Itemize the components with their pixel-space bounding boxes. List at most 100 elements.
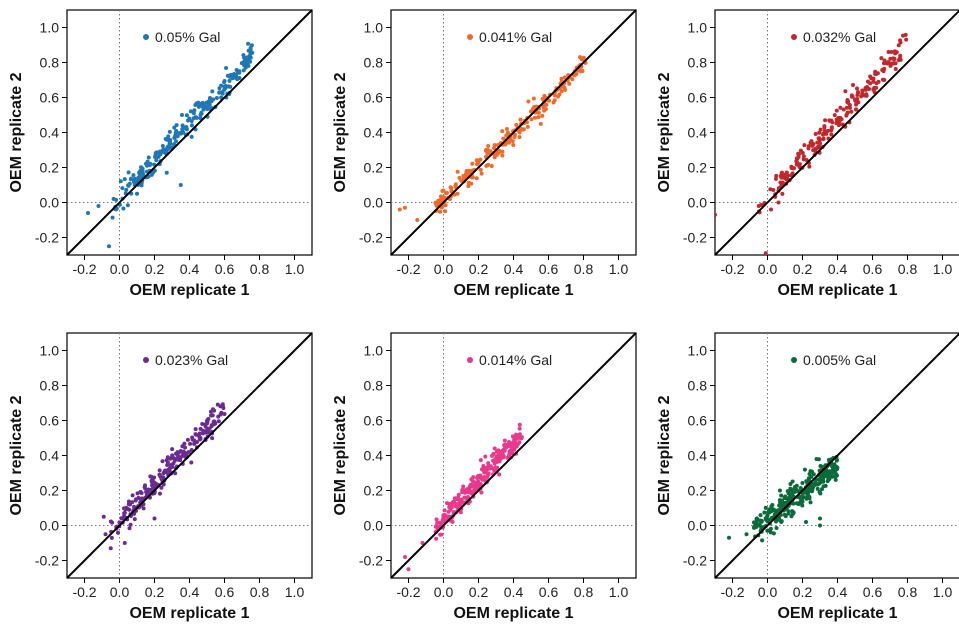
panel-2: -0.2 0.0 0.2 0.4 0.6 0.8 1.0 -0.2 0.0 0.2 0.4 0.6 0.… — [332, 9, 637, 299]
legend: 0.041% Gal — [467, 29, 552, 45]
y-tick-label: 0.2 — [364, 160, 384, 176]
scatter-point — [198, 116, 203, 121]
scatter-point — [818, 491, 823, 496]
scatter-point — [207, 95, 212, 100]
scatter-point — [448, 185, 453, 190]
scatter-point — [498, 456, 503, 461]
scatter-point — [834, 467, 839, 472]
x-tick-label: 1.0 — [933, 261, 953, 277]
legend: 0.014% Gal — [467, 352, 552, 368]
scatter-point — [774, 173, 779, 178]
scatter-point — [406, 567, 411, 572]
scatter-point — [135, 191, 139, 196]
scatter-point — [567, 81, 572, 86]
scatter-point — [510, 451, 515, 456]
scatter-point — [540, 96, 545, 101]
scatter-point — [178, 183, 183, 187]
scatter-point — [789, 164, 794, 169]
x-tick-label: -0.2 — [396, 584, 420, 600]
scatter-point — [898, 40, 903, 45]
legend-label: 0.05% Gal — [155, 29, 220, 45]
scatter-point — [882, 58, 887, 63]
scatter-point — [536, 115, 541, 120]
panel-6: -0.2 0.0 0.2 0.4 0.6 0.8 1.0 -0.2 0.0 0.2 0.4 0.6 0.… — [656, 332, 959, 622]
scatter-point — [176, 457, 181, 462]
scatter-point — [504, 126, 509, 131]
scatter-point — [800, 150, 805, 155]
scatter-points — [727, 454, 840, 543]
scatter-point — [796, 154, 801, 159]
scatter-point — [871, 79, 876, 84]
scatter-point — [778, 180, 783, 185]
scatter-point — [543, 107, 548, 112]
x-tick-label: -0.2 — [72, 261, 96, 277]
scatter-point — [434, 536, 439, 541]
scatter-point — [855, 86, 860, 91]
scatter-point — [868, 81, 873, 86]
scatter-point — [481, 467, 486, 472]
legend-marker — [467, 34, 473, 40]
scatter-point — [442, 508, 447, 513]
panel-1: -0.2 0.0 0.2 0.4 0.6 0.8 1.0 -0.2 0.0 0.2 0.4 0.6 0.… — [8, 9, 313, 299]
scatter-point — [818, 516, 822, 521]
scatter-point — [760, 538, 765, 543]
scatter-point — [107, 244, 111, 249]
scatter-point — [484, 163, 489, 168]
scatter-point — [809, 474, 814, 479]
scatter-point — [863, 93, 868, 98]
scatter-point — [489, 164, 494, 169]
y-tick-label: 0.6 — [364, 90, 384, 106]
scatter-point — [150, 170, 155, 175]
scatter-point — [206, 99, 211, 104]
x-tick-label: -0.2 — [396, 261, 420, 277]
scatter-point — [178, 131, 183, 136]
scatter-point — [810, 143, 815, 148]
scatter-point — [827, 469, 832, 474]
y-tick-label: 0.0 — [40, 195, 60, 211]
scatter-point — [492, 461, 497, 466]
scatter-point — [762, 510, 767, 515]
scatter-point — [800, 503, 805, 508]
identity-line — [390, 332, 637, 579]
scatter-point — [823, 483, 828, 488]
scatter-point — [246, 48, 251, 53]
scatter-point — [130, 493, 135, 498]
scatter-point — [822, 124, 827, 129]
y-tick-label: 1.0 — [364, 343, 384, 359]
scatter-point — [215, 402, 220, 407]
scatter-point — [161, 147, 166, 152]
scatter-point — [456, 492, 461, 497]
scatter-point — [500, 149, 505, 154]
x-tick-label: 0.8 — [574, 584, 594, 600]
x-tick-label: 1.0 — [285, 584, 305, 600]
scatter-point — [470, 175, 475, 180]
scatter-point — [197, 431, 202, 436]
scatter-point — [450, 505, 455, 510]
y-tick-label: 0.8 — [688, 55, 708, 71]
legend-marker — [143, 357, 149, 363]
scatter-point — [139, 491, 144, 496]
panel-3: -0.2 0.0 0.2 0.4 0.6 0.8 1.0 -0.2 0.0 0.2 0.4 0.6 0.… — [656, 9, 959, 299]
scatter-point — [148, 474, 153, 479]
scatter-point — [776, 200, 781, 205]
x-tick-label: 0.8 — [250, 261, 270, 277]
scatter-point — [881, 69, 886, 74]
scatter-point — [161, 471, 166, 476]
scatter-point — [754, 517, 759, 521]
scatter-point — [415, 218, 420, 222]
scatter-point — [492, 143, 497, 148]
scatter-point — [222, 411, 227, 416]
scatter-points — [397, 55, 588, 222]
scatter-point — [196, 104, 201, 109]
scatter-point — [497, 472, 502, 477]
scatter-point — [440, 517, 445, 522]
scatter-point — [246, 41, 251, 46]
scatter-point — [773, 508, 778, 513]
x-tick-label: 1.0 — [933, 584, 953, 600]
scatter-point — [500, 153, 505, 158]
scatter-point — [855, 96, 860, 101]
scatter-point — [758, 523, 763, 528]
scatter-point — [502, 438, 507, 443]
scatter-point — [210, 89, 215, 94]
identity-line — [714, 332, 959, 579]
